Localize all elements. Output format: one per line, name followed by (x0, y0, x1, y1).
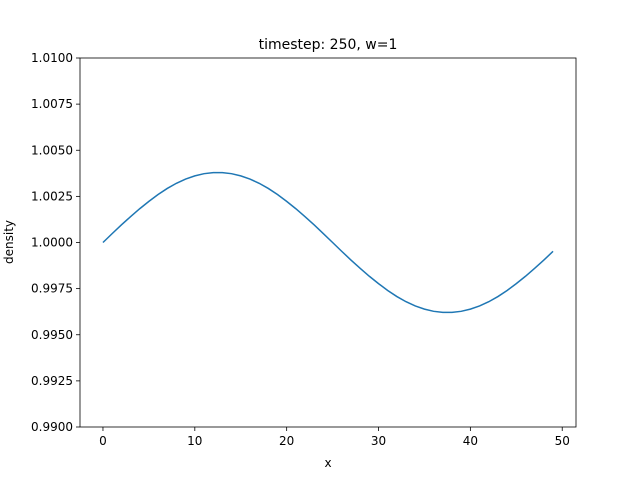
y-tick-label: 0.9975 (31, 282, 73, 296)
x-tick-label: 10 (187, 434, 202, 448)
plot-frame (79, 57, 577, 428)
x-tick-label: 30 (371, 434, 386, 448)
chart-title: timestep: 250, w=1 (259, 37, 398, 53)
y-tick-label: 1.0075 (31, 97, 73, 111)
y-tick-label: 1.0100 (31, 51, 73, 65)
y-tick-label: 0.9925 (31, 374, 73, 388)
x-tick-label: 0 (99, 434, 107, 448)
y-tick-label: 1.0025 (31, 189, 73, 203)
x-tick-label: 20 (279, 434, 294, 448)
y-tick-label: 0.9950 (31, 328, 73, 342)
y-tick-label: 1.0000 (31, 236, 73, 250)
x-tick-label: 50 (555, 434, 570, 448)
y-tick-label: 0.9900 (31, 420, 73, 434)
x-axis-label: x (324, 456, 331, 470)
y-tick-label: 1.0050 (31, 143, 73, 157)
y-axis-label: density (2, 220, 16, 264)
line-series (102, 171, 554, 314)
x-tick-label: 40 (463, 434, 478, 448)
